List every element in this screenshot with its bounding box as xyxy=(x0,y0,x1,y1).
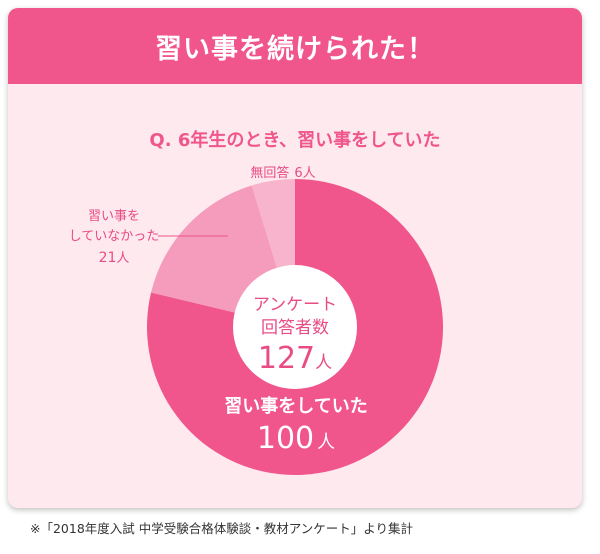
label-no-answer-count: 6 xyxy=(294,166,302,181)
header-banner: 習い事を続けられた！ xyxy=(8,8,582,84)
label-doing: 習い事をしていた xyxy=(224,395,367,417)
label-not-doing-count: 21 xyxy=(99,250,117,266)
header-title: 習い事を続けられた！ xyxy=(155,33,435,65)
label-not-doing-line1: 習い事を xyxy=(88,209,140,224)
donut-center xyxy=(233,265,357,389)
label-doing-count-group: 100 人 xyxy=(257,421,335,456)
footnote: ※「2018年度入試 中学受験合格体験談・教材アンケート」より集計 xyxy=(30,521,414,536)
question-text: Q. 6年生のとき、習い事をしていた xyxy=(149,130,441,151)
label-no-answer: 無回答 6人 xyxy=(250,165,315,181)
label-no-answer-unit: 人 xyxy=(303,166,316,181)
label-doing-count: 100 xyxy=(257,421,314,456)
label-not-doing-unit: 人 xyxy=(116,251,129,266)
label-not-doing-count-group: 21人 xyxy=(99,250,130,266)
label-doing-unit: 人 xyxy=(317,432,335,453)
center-total-unit: 人 xyxy=(315,353,332,373)
center-label-line1: アンケート xyxy=(253,295,337,315)
center-total-value: 127 xyxy=(258,341,315,376)
center-total: 127人 xyxy=(258,341,332,376)
label-no-answer-text: 無回答 xyxy=(250,165,289,181)
center-label-line2: 回答者数 xyxy=(261,318,329,338)
label-not-doing-line2: していなかった xyxy=(69,229,160,244)
